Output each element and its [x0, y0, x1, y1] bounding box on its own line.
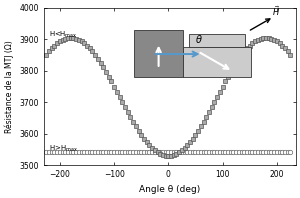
X-axis label: Angle θ (deg): Angle θ (deg)	[139, 185, 200, 194]
Text: H<H$_\mathregular{max}$: H<H$_\mathregular{max}$	[49, 29, 77, 40]
Text: H>H$_\mathregular{max}$: H>H$_\mathregular{max}$	[49, 144, 78, 154]
Y-axis label: Résistance de la MTJ (Ω): Résistance de la MTJ (Ω)	[4, 40, 14, 133]
